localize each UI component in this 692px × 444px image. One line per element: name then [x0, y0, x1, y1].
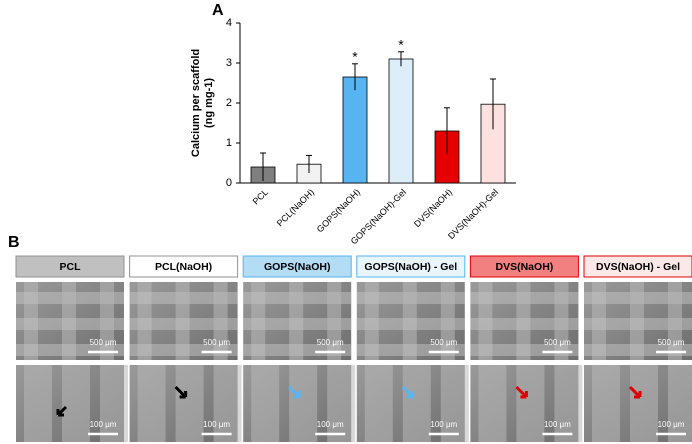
- y-axis-label: Calcium per scaffold: [190, 49, 202, 157]
- fiber: [440, 365, 469, 442]
- column-header: [583, 255, 692, 278]
- scale-bar-label: 500 μm: [90, 338, 117, 347]
- fiber: [289, 365, 318, 442]
- column-header: [242, 255, 352, 278]
- fiber: [137, 365, 166, 442]
- fiber: [251, 365, 280, 442]
- column-header: [15, 255, 125, 278]
- column-header-label: GOPS(NaOH): [264, 261, 331, 273]
- fiber: [213, 282, 228, 360]
- scale-bar-label: 100 μm: [658, 420, 685, 429]
- y-tick-label: 2: [226, 97, 232, 109]
- column-header-label: DVS(NaOH): [496, 261, 554, 273]
- x-tick-label: GOPS(NaOH): [315, 187, 362, 234]
- arrow: [174, 385, 188, 399]
- column-header: [129, 255, 239, 278]
- fiber: [243, 318, 352, 330]
- fiber: [668, 282, 682, 360]
- fiber: [16, 318, 124, 330]
- column-header-label: GOPS(NaOH) - Gel: [364, 261, 457, 273]
- arrow: [401, 385, 415, 399]
- x-tick-label: PCL(NaOH): [275, 187, 316, 228]
- error-bar: [490, 78, 496, 130]
- significance-label: *: [352, 49, 358, 65]
- bar: [388, 58, 414, 184]
- error-bar: [260, 152, 266, 181]
- scale-bar-label: 500 μm: [544, 338, 571, 347]
- error-bar: [444, 107, 450, 155]
- error-bar: [352, 63, 358, 91]
- fiber: [630, 365, 658, 442]
- scale-bar-label: 100 μm: [90, 420, 117, 429]
- panel-label: B: [8, 234, 20, 251]
- fiber: [470, 318, 579, 330]
- column-header-label: PCL: [60, 261, 82, 273]
- fiber: [554, 282, 569, 360]
- fiber: [554, 365, 583, 442]
- fiber: [213, 365, 242, 442]
- fiber: [327, 365, 356, 442]
- fiber: [592, 365, 620, 442]
- fiber: [356, 318, 465, 330]
- fiber: [478, 365, 507, 442]
- panel-label: A: [212, 2, 224, 19]
- fiber: [175, 365, 204, 442]
- scale-bar-label: 100 μm: [430, 420, 457, 429]
- scale-bar-label: 100 μm: [203, 420, 230, 429]
- column-header-label: PCL(NaOH): [155, 261, 212, 273]
- fiber: [516, 365, 545, 442]
- error-bar: [306, 154, 312, 173]
- column-header: [356, 255, 466, 278]
- y-tick-label: 0: [226, 177, 232, 189]
- fiber: [100, 365, 128, 442]
- fiber: [24, 365, 52, 442]
- y-tick-label: 3: [226, 57, 232, 69]
- scale-bar-label: 100 μm: [544, 420, 571, 429]
- bar: [342, 76, 368, 184]
- x-tick-label: DVS(NaOH)-Gel: [446, 187, 500, 241]
- scale-bar-label: 500 μm: [203, 338, 230, 347]
- arrow: [56, 405, 68, 417]
- fiber: [364, 365, 393, 442]
- arrow: [288, 385, 301, 399]
- fiber: [129, 318, 238, 330]
- arrow: [628, 385, 642, 399]
- scale-bar-label: 500 μm: [317, 338, 344, 347]
- fiber: [327, 282, 342, 360]
- scale-bar-label: 100 μm: [317, 420, 344, 429]
- fiber: [100, 282, 114, 360]
- x-tick-label: DVS(NaOH): [412, 187, 454, 229]
- scale-bar-label: 500 μm: [658, 338, 685, 347]
- scale-bar-label: 500 μm: [430, 338, 457, 347]
- significance-label: *: [398, 37, 404, 53]
- fiber: [668, 365, 692, 442]
- column-header: [469, 255, 579, 278]
- fiber: [440, 282, 455, 360]
- error-bar: [398, 51, 404, 67]
- x-tick-label: PCL: [251, 187, 270, 206]
- y-axis-label: (ng mg-1): [203, 78, 215, 128]
- arrow: [515, 385, 528, 399]
- fiber: [584, 318, 692, 330]
- y-tick-label: 4: [226, 17, 232, 29]
- column-header-label: DVS(NaOH) - Gel: [596, 261, 680, 273]
- y-tick-label: 1: [226, 137, 232, 149]
- fiber: [402, 365, 431, 442]
- fiber: [62, 365, 90, 442]
